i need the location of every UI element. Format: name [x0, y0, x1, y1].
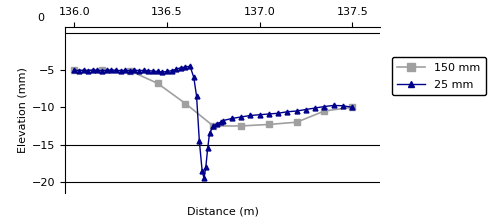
150 mm [99, 69, 105, 72]
25 mm [154, 70, 160, 73]
Legend: 150 mm, 25 mm: 150 mm, 25 mm [392, 57, 486, 95]
150 mm [266, 123, 272, 126]
25 mm [90, 69, 96, 71]
150 mm [210, 125, 216, 127]
25 mm [214, 122, 220, 125]
150 mm [127, 69, 133, 72]
25 mm [187, 65, 193, 67]
25 mm [196, 140, 202, 142]
25 mm [201, 177, 207, 180]
25 mm [349, 106, 355, 109]
25 mm [182, 66, 188, 68]
25 mm [206, 132, 212, 135]
150 mm [154, 82, 160, 85]
Line: 25 mm: 25 mm [72, 64, 354, 181]
Line: 150 mm: 150 mm [71, 66, 356, 129]
150 mm [182, 102, 188, 105]
25 mm [72, 69, 78, 71]
Text: Distance (m): Distance (m) [186, 206, 258, 216]
150 mm [322, 110, 328, 112]
150 mm [72, 69, 78, 71]
150 mm [349, 106, 355, 109]
150 mm [238, 125, 244, 127]
Text: 0: 0 [38, 13, 44, 23]
Y-axis label: Elevation (mm): Elevation (mm) [18, 67, 28, 153]
150 mm [294, 121, 300, 123]
